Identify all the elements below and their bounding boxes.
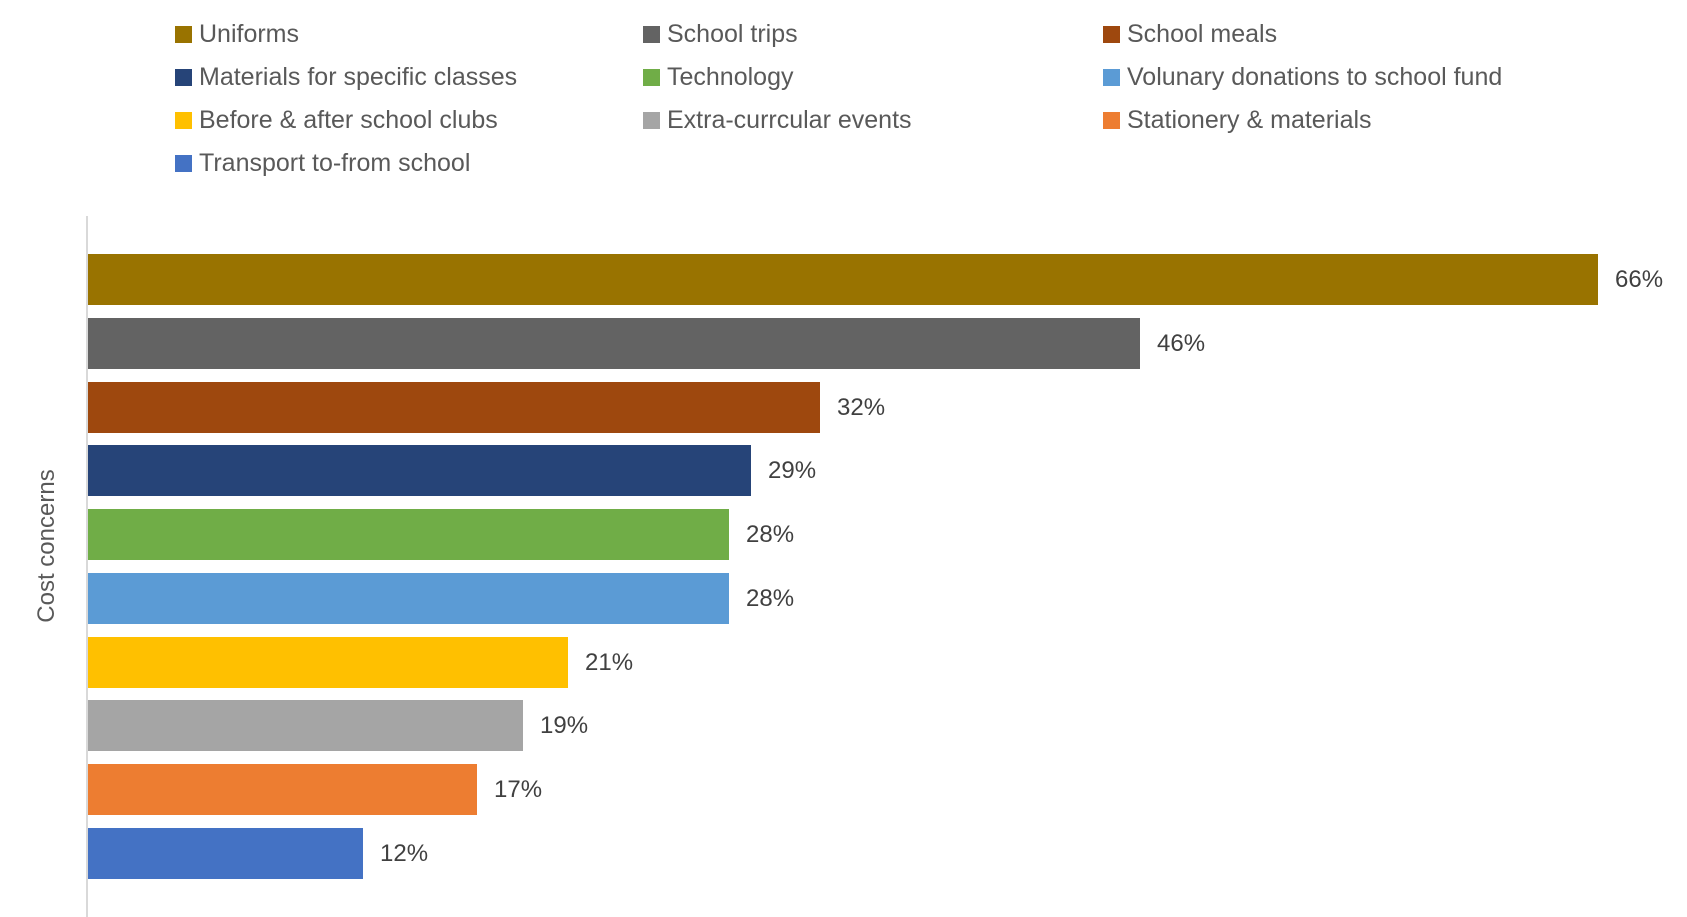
legend-swatch-icon bbox=[643, 68, 660, 86]
legend-swatch-icon bbox=[1103, 68, 1120, 86]
bar-value-label: 19% bbox=[540, 712, 589, 739]
legend-swatch-icon bbox=[175, 111, 192, 129]
bar[interactable] bbox=[88, 382, 820, 433]
legend-swatch-icon bbox=[1103, 25, 1120, 43]
bar-row: 28% bbox=[88, 573, 929, 624]
bar-value-label: 21% bbox=[585, 649, 634, 676]
bar-value-label: 28% bbox=[746, 585, 795, 612]
legend-swatch-icon bbox=[1103, 111, 1120, 129]
legend-swatch-icon bbox=[175, 154, 192, 172]
legend-label: Stationery & materials bbox=[1127, 106, 1372, 134]
bar-row: 32% bbox=[88, 382, 1020, 433]
bar[interactable] bbox=[88, 509, 729, 560]
bar[interactable] bbox=[88, 764, 477, 815]
legend-item[interactable]: School trips bbox=[643, 21, 798, 47]
legend-label: Uniforms bbox=[199, 20, 300, 48]
legend-item[interactable]: Volunary donations to school fund bbox=[1103, 64, 1502, 90]
legend-label: Extra-currcular events bbox=[667, 106, 912, 134]
legend-item[interactable]: Transport to-from school bbox=[175, 150, 470, 176]
bar-row: 12% bbox=[88, 828, 563, 879]
legend-label: Before & after school clubs bbox=[199, 106, 498, 134]
legend-item[interactable]: Materials for specific classes bbox=[175, 64, 517, 90]
bar-value-label: 28% bbox=[746, 521, 795, 548]
legend-item[interactable]: Stationery & materials bbox=[1103, 107, 1372, 133]
bar-row: 17% bbox=[88, 764, 677, 815]
legend-label: Materials for specific classes bbox=[199, 63, 518, 91]
legend-label: Transport to-from school bbox=[199, 149, 471, 177]
legend-swatch-icon bbox=[643, 111, 660, 129]
bar-row: 21% bbox=[88, 637, 768, 688]
y-axis-line bbox=[86, 216, 88, 917]
legend-item[interactable]: Uniforms bbox=[175, 21, 299, 47]
legend-label: School trips bbox=[667, 20, 798, 48]
bar[interactable] bbox=[88, 573, 729, 624]
bar-value-label: 17% bbox=[494, 776, 543, 803]
bar-row: 46% bbox=[88, 318, 1340, 369]
bar[interactable] bbox=[88, 254, 1598, 305]
bar[interactable] bbox=[88, 828, 363, 879]
bar-value-label: 46% bbox=[1157, 330, 1206, 357]
bar-value-label: 32% bbox=[837, 394, 886, 421]
legend-swatch-icon bbox=[175, 25, 192, 43]
legend-item[interactable]: Before & after school clubs bbox=[175, 107, 498, 133]
bar-value-label: 12% bbox=[380, 840, 429, 867]
legend-label: Volunary donations to school fund bbox=[1127, 63, 1503, 91]
legend-item[interactable]: Technology bbox=[643, 64, 793, 90]
bar[interactable] bbox=[88, 445, 751, 496]
legend-label: School meals bbox=[1127, 20, 1278, 48]
y-axis-title: Cost concerns bbox=[33, 469, 60, 623]
legend-item[interactable]: School meals bbox=[1103, 21, 1277, 47]
legend-item[interactable]: Extra-currcular events bbox=[643, 107, 912, 133]
bar[interactable] bbox=[88, 318, 1140, 369]
bar-row: 29% bbox=[88, 445, 951, 496]
bar-row: 66% bbox=[88, 254, 1687, 305]
legend-swatch-icon bbox=[175, 68, 192, 86]
bar[interactable] bbox=[88, 637, 568, 688]
bar-row: 28% bbox=[88, 509, 929, 560]
bar[interactable] bbox=[88, 700, 523, 751]
bar-row: 19% bbox=[88, 700, 723, 751]
bar-value-label: 29% bbox=[768, 457, 817, 484]
legend-swatch-icon bbox=[643, 25, 660, 43]
legend-label: Technology bbox=[667, 63, 794, 91]
bar-value-label: 66% bbox=[1615, 266, 1664, 293]
